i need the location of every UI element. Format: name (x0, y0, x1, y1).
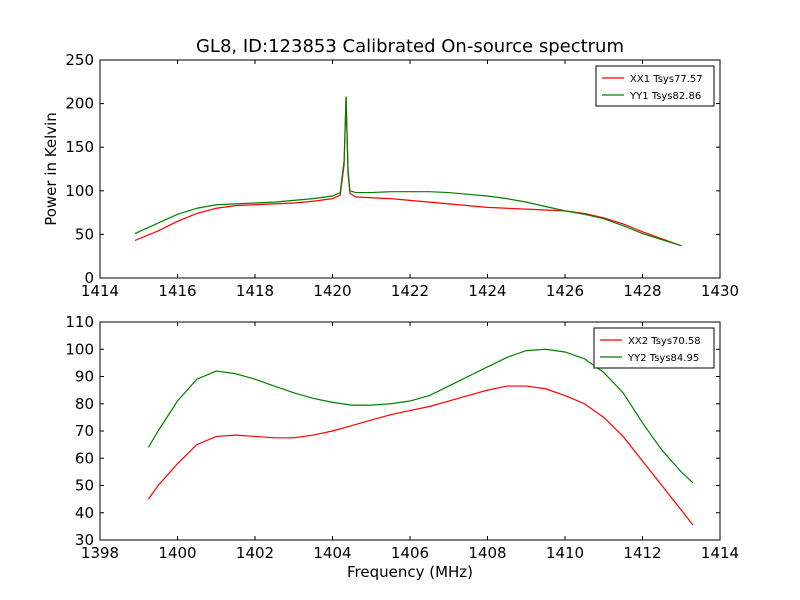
panel2-x-tick-label: 1410 (546, 544, 584, 562)
panel2-y-tick-label: 40 (75, 504, 94, 522)
panel1-y-tick-label: 150 (65, 138, 94, 156)
panel1-legend: XX1 Tsys77.57 YY1 Tsys82.86 (595, 65, 715, 107)
panel2-y-tick-label: 70 (75, 422, 94, 440)
panel2-chart: 1398 1400 1402 1404 1406 1408 1410 1412 1414 30 40… (65, 313, 739, 581)
panel1-x-tick-label: 1416 (158, 282, 196, 300)
panel1-x-tick-label: 1430 (701, 282, 739, 300)
panel1-y-axis-label: Power in Kelvin (42, 112, 60, 226)
panel1-series-2-line (134, 96, 682, 247)
panel2-y-tick-label: 100 (65, 340, 94, 358)
panel2-legend-box (593, 327, 715, 369)
panel2-x-tick-label: 1400 (158, 544, 196, 562)
panel2-x-tick-label: 1402 (236, 544, 274, 562)
panel2-x-tick-label: 1404 (313, 544, 351, 562)
panel1-chart: 1414 1416 1418 1420 1422 1424 1426 1428 1430 0 50 1… (42, 36, 739, 300)
panel2-y-tick-label: 50 (75, 477, 94, 495)
panel1-x-tick-label: 1420 (313, 282, 351, 300)
panel2-y-tick-label: 110 (65, 313, 94, 331)
panel1-series-1-line (134, 96, 682, 247)
panel1-legend-label-1: XX1 Tsys77.57 (630, 74, 703, 85)
panel2-series-2-line (147, 348, 694, 484)
panel1-x-tick-label: 1418 (236, 282, 274, 300)
panel1-x-tick-label: 1428 (623, 282, 661, 300)
panel2-y-tick-label: 80 (75, 395, 94, 413)
panel1-legend-label-2: YY1 Tsys82.86 (629, 91, 701, 102)
panel2-y-tick-label: 30 (75, 531, 94, 549)
panel2-x-tick-label: 1412 (623, 544, 661, 562)
panel1-title: GL8, ID:123853 Calibrated On-source spec… (196, 36, 624, 57)
panel2-y-tick-label: 60 (75, 449, 94, 467)
panel2-legend-label-2: YY2 Tsys84.95 (627, 353, 699, 364)
panel2-x-axis-label: Frequency (MHz) (347, 563, 473, 581)
panel2-y-tick-label: 90 (75, 368, 94, 386)
panel1-y-tick-label: 50 (75, 225, 94, 243)
panel1-y-tick-label: 250 (65, 51, 94, 69)
panel1-x-tick-label: 1424 (468, 282, 506, 300)
panel2-series-1-line (147, 385, 694, 526)
panel1-y-tick-label: 100 (65, 182, 94, 200)
panel2-x-tick-label: 1414 (701, 544, 739, 562)
panel1-x-tick-label: 1414 (81, 282, 119, 300)
panel2-legend: XX2 Tsys70.58 YY2 Tsys84.95 (593, 327, 715, 369)
panel1-y-tick-label: 0 (84, 269, 94, 287)
panel1-legend-box (595, 65, 715, 107)
panel2-x-tick-label: 1406 (391, 544, 429, 562)
panel2-legend-label-1: XX2 Tsys70.58 (628, 336, 701, 347)
panel1-y-tick-label: 200 (65, 95, 94, 113)
panel2-x-tick-label: 1398 (81, 544, 119, 562)
panel2-x-tick-label: 1408 (468, 544, 506, 562)
panel1-x-tick-label: 1426 (546, 282, 584, 300)
panel1-x-tick-label: 1422 (391, 282, 429, 300)
